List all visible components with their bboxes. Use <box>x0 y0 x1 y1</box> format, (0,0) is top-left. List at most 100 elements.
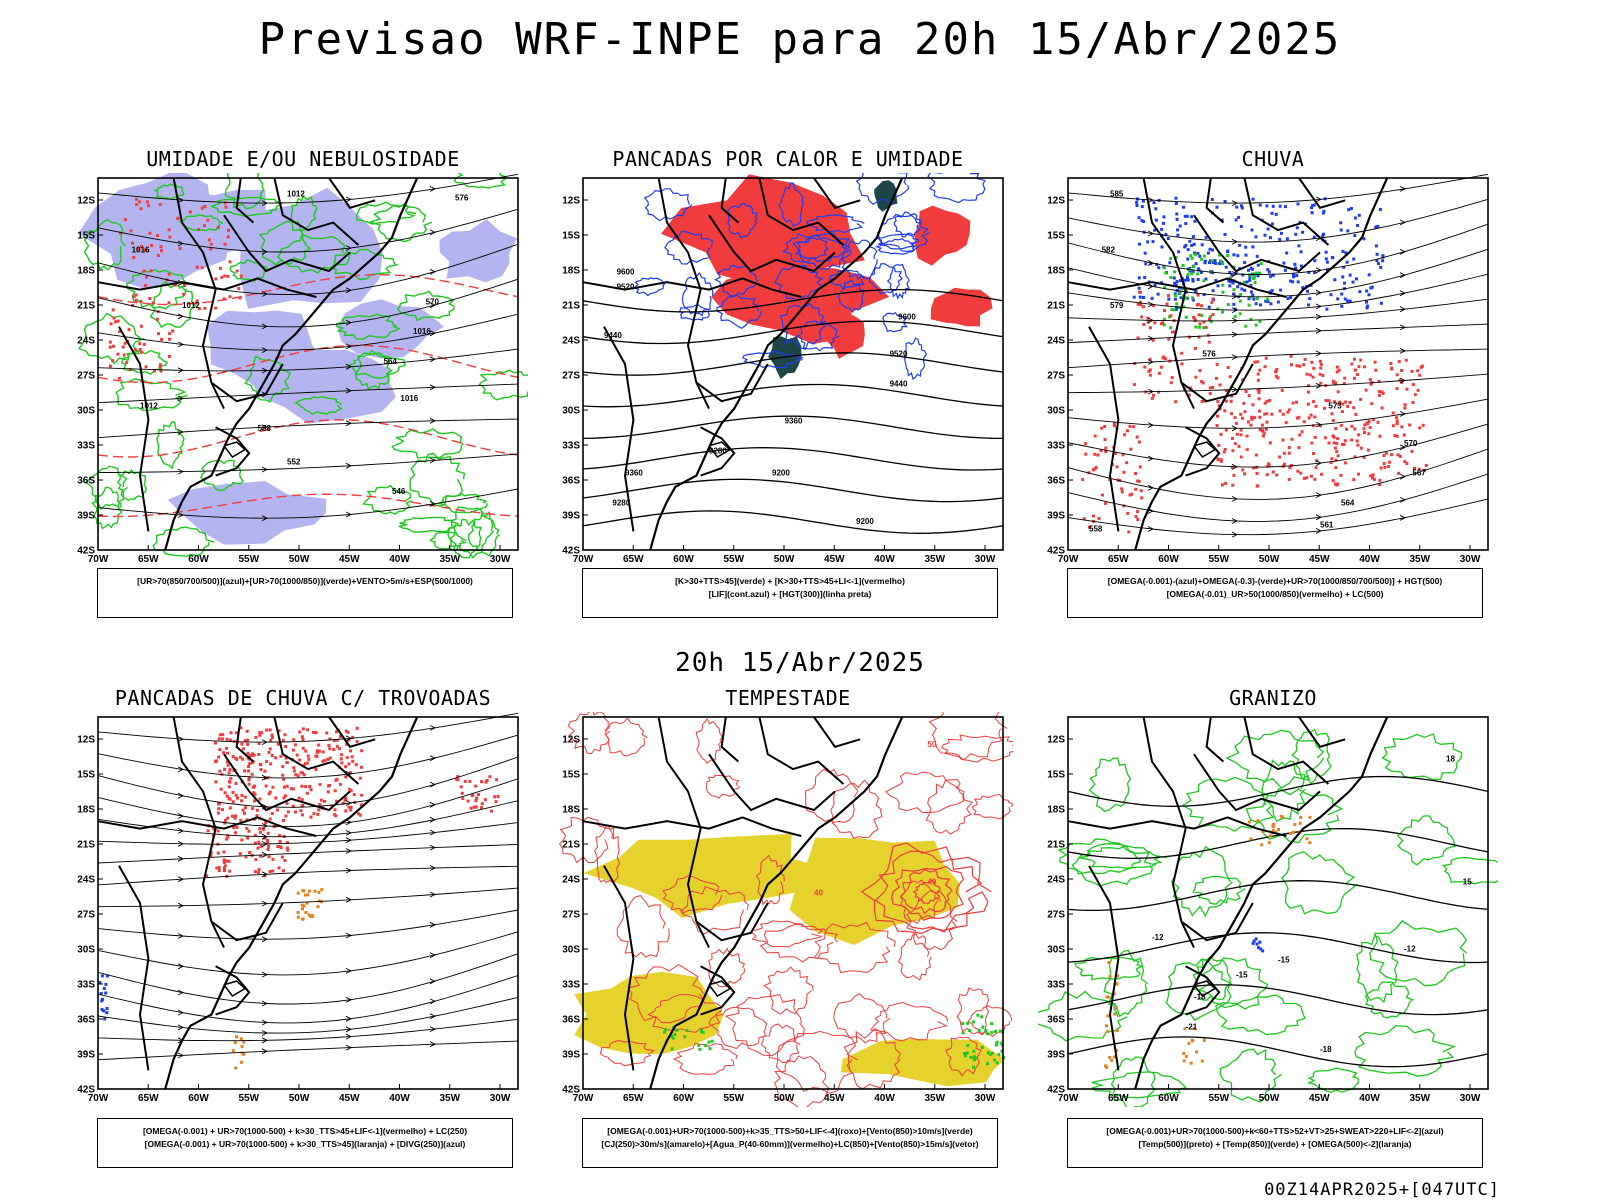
lagoon <box>1193 980 1217 997</box>
storm-red-area <box>253 841 257 845</box>
rain-red-area <box>1258 368 1262 372</box>
streamline-arrow <box>177 963 185 970</box>
precipitable-water-contour <box>755 854 785 906</box>
omega-weak-area <box>1175 217 1179 221</box>
wind850-area <box>966 1021 970 1025</box>
thickness-marker <box>178 247 182 250</box>
omega-weak-area <box>1299 250 1303 254</box>
rain-red-area <box>1302 420 1306 424</box>
country-border <box>700 965 736 1016</box>
rain-red-area <box>1330 457 1334 461</box>
omega500-area <box>1105 1065 1109 1069</box>
precipitable-water-contour <box>604 717 648 757</box>
rain-red-area <box>1278 455 1282 459</box>
jet-stream-area <box>583 833 843 918</box>
omega-weak-area <box>1203 259 1207 263</box>
omega-weak-area <box>1341 275 1345 279</box>
omega-weak-area <box>1234 218 1238 222</box>
storm-red-area <box>471 793 475 797</box>
omega-weak-area <box>1325 307 1329 311</box>
storm-red-area <box>227 771 231 775</box>
rain-red-area <box>1332 441 1336 445</box>
temp850-contour <box>1057 838 1142 875</box>
lat-label: 24S <box>77 875 95 886</box>
rain-red-area <box>1331 434 1335 438</box>
lat-label: 18S <box>77 805 95 816</box>
omega-weak-area <box>1251 293 1255 297</box>
rain-red-area <box>1215 376 1218 380</box>
streamline <box>97 996 519 1034</box>
rain-red-area <box>1311 424 1315 428</box>
thickness-marker <box>183 284 186 288</box>
rain-fields <box>1067 173 1489 538</box>
storm-red-area <box>321 759 325 763</box>
wind850-area <box>966 1044 970 1048</box>
rain-red-area <box>1295 416 1299 420</box>
cyclone-contour <box>912 879 941 905</box>
omega-strong-area <box>1255 271 1259 275</box>
rain-red-area <box>1336 437 1340 441</box>
omega-weak-area <box>1223 233 1227 236</box>
country-border <box>1185 965 1221 1016</box>
omega500-area <box>1114 982 1118 986</box>
rain-red-area <box>1395 422 1399 426</box>
storm-red-area <box>235 825 239 829</box>
lon-label: 35W <box>1409 1093 1430 1104</box>
omega-weak-area <box>1248 275 1252 279</box>
omega-strong-area <box>1192 265 1196 268</box>
lifted-index-contour <box>886 263 910 300</box>
plot-border <box>1067 177 1489 551</box>
storm-red-area <box>248 754 252 758</box>
omega-weak-area <box>1191 298 1195 302</box>
wind850-area <box>963 1054 967 1058</box>
rain-red-area <box>1416 369 1420 373</box>
wind850-area <box>990 1051 994 1055</box>
storm-red-area <box>224 837 228 841</box>
rain-red-area <box>1372 477 1376 481</box>
rain-red-area <box>1337 402 1341 406</box>
temp850-contour <box>1369 920 1468 987</box>
contour-label: -18 <box>1194 993 1206 1002</box>
storm-red-area <box>474 805 478 809</box>
country-border <box>1067 816 1287 837</box>
storm-red-area <box>222 751 225 755</box>
rain-red-area <box>1310 360 1314 364</box>
omega-weak-area <box>1293 262 1297 266</box>
storm-red-area <box>222 861 226 865</box>
lon-label: 60W <box>1158 554 1179 565</box>
omega-weak-area <box>1196 278 1200 281</box>
omega-weak-area <box>1197 268 1201 272</box>
contour-label: 546 <box>392 487 406 496</box>
wind850-area <box>994 1043 998 1047</box>
rain-red-area <box>1138 290 1142 294</box>
streamline-arrow <box>261 1048 269 1055</box>
storm-red-area <box>349 805 353 809</box>
streamline-arrow <box>261 871 269 878</box>
storm-red-area <box>300 813 304 817</box>
rain-red-area <box>1362 431 1366 434</box>
omega-weak-area <box>1365 306 1369 310</box>
map-base <box>582 177 904 551</box>
rain-red-area <box>1197 313 1201 317</box>
lat-label: 33S <box>77 441 95 452</box>
omega500-area <box>1184 1055 1188 1059</box>
wind850-area <box>986 1062 990 1066</box>
streamline-arrow <box>429 500 437 507</box>
rain-red-area <box>1215 363 1219 367</box>
storm-red-area <box>312 731 315 734</box>
storm-orange-area <box>239 1037 243 1041</box>
lat-label: 15S <box>562 231 580 242</box>
omega-weak-area <box>1325 260 1329 264</box>
legend-line: [OMEGA(-0.001) + UR>70(1000-500) + k>30_… <box>142 1126 468 1136</box>
streamline <box>1067 173 1489 204</box>
rain-red-area <box>1335 450 1339 454</box>
rain-red-area <box>1370 402 1374 406</box>
storm-red-area <box>243 811 246 815</box>
streamline-arrow <box>261 739 269 746</box>
streamline-arrow <box>1399 272 1407 279</box>
country-border <box>1193 753 1321 812</box>
rain-red-area <box>1281 412 1285 416</box>
legend-line: [CJ(250)>30m/s](amarelo)+[Agua_P(40-60mm… <box>601 1139 979 1149</box>
storm-red-area <box>335 777 339 781</box>
storm-red-area <box>330 804 334 808</box>
